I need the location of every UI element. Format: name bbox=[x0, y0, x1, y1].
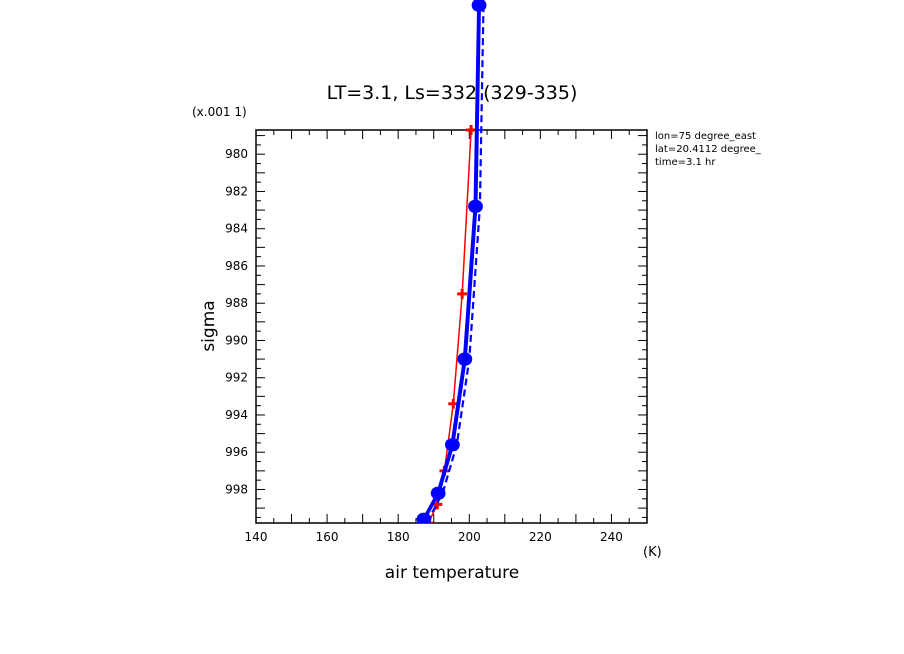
x-axis-unit: (K) bbox=[643, 545, 662, 560]
series-layer bbox=[416, 0, 487, 523]
series-line-0 bbox=[427, 129, 472, 523]
y-tick-label: 998 bbox=[225, 482, 248, 496]
x-tick-label: 200 bbox=[458, 530, 481, 544]
y-tick-label: 986 bbox=[225, 259, 248, 273]
y-tick-label: 992 bbox=[225, 371, 248, 385]
y-tick-label: 984 bbox=[225, 222, 248, 236]
y-tick-label: 996 bbox=[225, 445, 248, 459]
y-scale-note: (x.001 1) bbox=[192, 105, 247, 119]
data-point bbox=[471, 0, 485, 12]
x-tick-label: 140 bbox=[245, 530, 268, 544]
data-point bbox=[457, 288, 468, 299]
data-point bbox=[416, 512, 430, 523]
data-point bbox=[457, 352, 471, 366]
series-line-3 bbox=[427, 5, 485, 520]
data-point bbox=[468, 199, 482, 213]
x-tick-label: 180 bbox=[387, 530, 410, 544]
y-axis: 980 982 984 986 988 990 992 994 996 998 bbox=[225, 135, 647, 518]
y-tick-label: 980 bbox=[225, 147, 248, 161]
annotation-lat: lat=20.4112 degree_ bbox=[655, 144, 762, 155]
y-axis-title: sigma bbox=[199, 300, 219, 351]
x-tick-label: 220 bbox=[529, 530, 552, 544]
x-axis-title: air temperature bbox=[385, 563, 519, 583]
data-point bbox=[466, 125, 477, 135]
y-tick-label: 994 bbox=[225, 408, 248, 422]
x-tick-label: 160 bbox=[316, 530, 339, 544]
chart-title: LT=3.1, Ls=332 (329-335) bbox=[327, 82, 578, 104]
data-point bbox=[430, 486, 444, 500]
annotation-time: time=3.1 hr bbox=[655, 157, 716, 168]
y-tick-label: 988 bbox=[225, 296, 248, 310]
y-tick-label: 982 bbox=[225, 184, 248, 198]
y-tick-label: 990 bbox=[225, 333, 248, 347]
x-tick-label: 240 bbox=[600, 530, 623, 544]
plot-frame bbox=[255, 129, 648, 524]
annotation-lon: lon=75 degree_east bbox=[655, 131, 756, 142]
x-axis: 140 160 180 200 220 240 bbox=[245, 130, 630, 544]
